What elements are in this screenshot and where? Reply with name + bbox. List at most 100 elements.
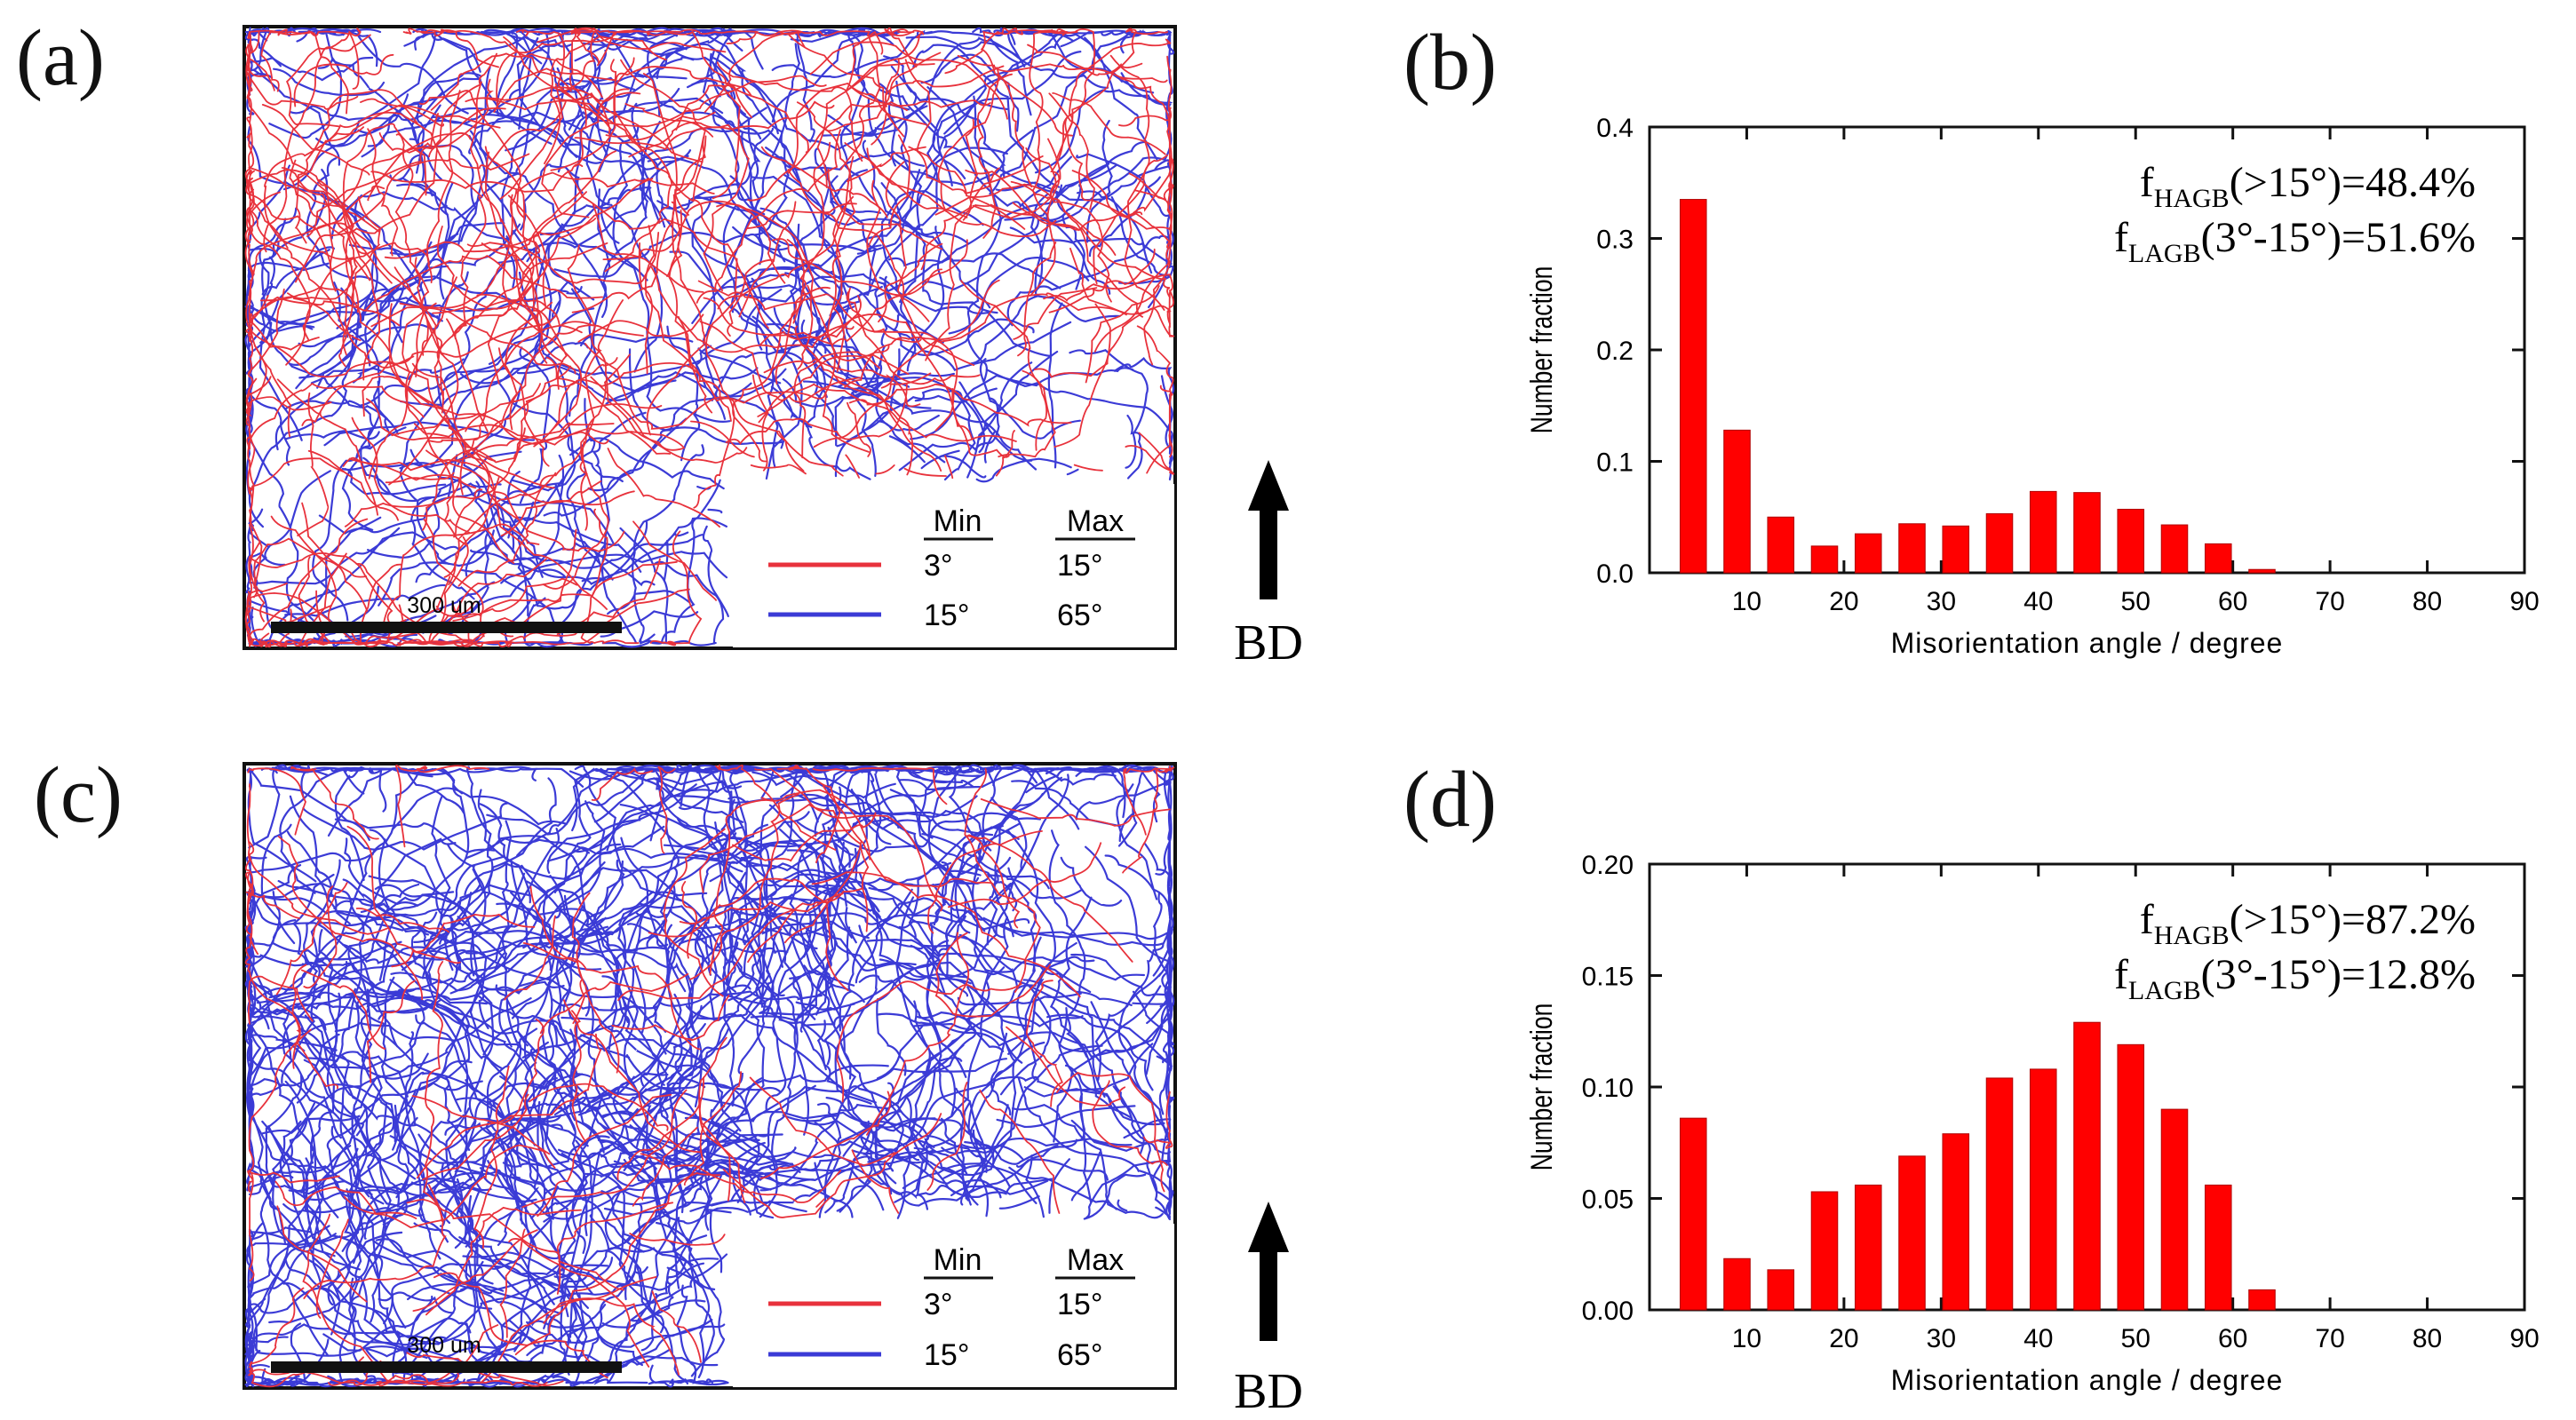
grain-boundary	[499, 83, 563, 200]
grain-boundary	[1090, 1001, 1173, 1207]
grain-boundary	[362, 1257, 614, 1358]
grain-boundary	[399, 342, 589, 407]
grain-boundary	[285, 1151, 428, 1359]
grain-boundary	[1012, 1104, 1117, 1210]
histogram-d: 0.00 0.05 0.10 0.15 0.20 10 20 30 40 50 60 70 80 90 Mi…	[1525, 851, 2540, 1396]
bar	[1679, 1117, 1707, 1311]
grain-boundary	[542, 859, 625, 940]
grain-boundary	[867, 1041, 1046, 1163]
grain-boundary	[712, 924, 767, 1113]
grain-boundary	[1025, 980, 1063, 1107]
grain-boundary	[732, 226, 888, 396]
grain-boundary	[477, 861, 606, 985]
grain-boundary	[926, 1082, 968, 1191]
grain-boundary	[827, 105, 928, 137]
grain-boundary	[282, 1203, 392, 1214]
grain-boundary	[711, 305, 855, 401]
grain-boundary	[814, 1121, 1002, 1199]
grain-boundary	[505, 87, 680, 152]
grain-boundary	[1138, 432, 1171, 470]
grain-boundary	[513, 361, 692, 462]
grain-boundary	[247, 457, 346, 623]
grain-boundary	[1064, 1064, 1172, 1154]
grain-boundary	[394, 1104, 449, 1243]
grain-boundary	[839, 35, 881, 171]
grain-boundary	[959, 1102, 971, 1202]
legend-a-max-header: Max	[1067, 504, 1124, 538]
grain-boundary	[305, 1157, 402, 1379]
grain-boundary	[273, 67, 386, 97]
grain-boundary	[681, 79, 761, 210]
x-tick-label: 20	[1829, 1324, 1858, 1353]
grain-boundary	[425, 449, 625, 552]
grain-boundary	[795, 888, 913, 1011]
grain-boundary	[672, 1110, 936, 1154]
grain-boundary	[1126, 414, 1143, 480]
grain-boundary	[812, 304, 842, 436]
grain-boundary	[596, 97, 724, 115]
grain-boundary	[836, 980, 1022, 1103]
grain-boundary	[699, 803, 870, 932]
grain-boundary	[502, 189, 583, 432]
grain-boundary	[414, 28, 543, 65]
grain-boundary	[592, 203, 704, 293]
grain-boundary	[1093, 190, 1173, 353]
grain-boundary	[457, 1121, 555, 1305]
grain-boundary	[1086, 119, 1113, 243]
grain-boundary	[600, 1190, 708, 1254]
grain-boundary	[248, 890, 399, 1048]
grain-boundary	[1048, 1158, 1070, 1214]
grain-boundary	[291, 873, 440, 1012]
grain-boundary	[553, 888, 694, 1005]
arrow-up-icon	[1248, 1202, 1289, 1252]
grain-boundary	[698, 1036, 731, 1202]
panel-c-label: (c)	[34, 751, 123, 839]
grain-boundary	[390, 820, 512, 992]
grain-boundary	[811, 871, 994, 888]
grain-boundary	[626, 923, 687, 993]
grain-boundary	[679, 897, 823, 945]
grain-boundary	[636, 1027, 730, 1148]
grain-boundary	[889, 789, 948, 997]
bar	[2117, 508, 2145, 574]
grain-boundary	[245, 377, 258, 440]
grain-boundary	[553, 231, 789, 278]
grain-boundary	[910, 367, 1134, 440]
grain-boundary	[1025, 147, 1117, 256]
grain-boundary	[993, 29, 1155, 94]
grain-boundary	[388, 412, 609, 486]
grain-boundary	[908, 146, 1026, 230]
scale-bar-c-label: 300 um	[407, 1333, 481, 1358]
grain-boundary	[990, 1032, 1012, 1116]
grain-boundary	[444, 1122, 546, 1219]
grain-boundary	[344, 1116, 418, 1329]
grain-boundary	[249, 296, 362, 342]
bar	[2117, 1043, 2145, 1311]
grain-boundary	[245, 1226, 312, 1352]
grain-boundary	[1146, 902, 1173, 1025]
legend-c-max-header: Max	[1067, 1243, 1124, 1277]
grain-boundary	[702, 525, 729, 617]
grain-boundary	[964, 768, 1041, 993]
x-tick-label: 50	[2121, 587, 2151, 616]
grain-boundary	[301, 837, 457, 965]
grain-boundary	[894, 1145, 928, 1203]
grain-boundary	[624, 103, 714, 138]
grain-boundary	[245, 177, 289, 250]
grain-boundary	[261, 1115, 361, 1135]
grain-boundary	[649, 530, 703, 647]
bar	[2248, 568, 2276, 574]
x-tick-label: 80	[2413, 1324, 2442, 1353]
grain-boundary	[454, 195, 487, 339]
grain-boundary	[751, 374, 769, 472]
grain-boundary	[294, 89, 418, 244]
legend-a-row2-max: 65°	[1057, 599, 1102, 632]
grain-boundary	[465, 1146, 540, 1288]
grain-boundary	[1055, 1071, 1165, 1193]
grain-boundary	[601, 1175, 722, 1329]
grain-boundary	[249, 382, 425, 442]
grain-boundary	[916, 1011, 1017, 1177]
grain-boundary	[413, 1222, 561, 1314]
grain-boundary	[607, 590, 691, 615]
grain-boundary	[789, 841, 845, 980]
